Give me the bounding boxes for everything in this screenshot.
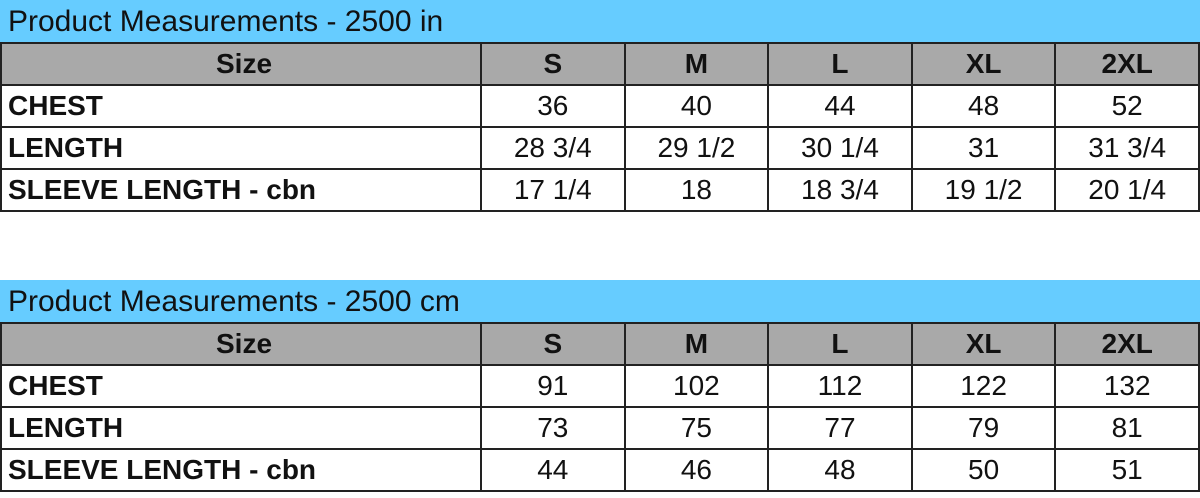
cell: 40: [623, 84, 770, 128]
cell: 52: [1054, 84, 1200, 128]
row-label: CHEST: [0, 364, 482, 408]
row-label: CHEST: [0, 84, 482, 128]
cell: XL: [910, 42, 1057, 86]
cell: 48: [910, 84, 1057, 128]
cell: 73: [480, 406, 626, 450]
row-label: LENGTH: [0, 126, 482, 170]
cell: 77: [767, 406, 913, 450]
header-row: Size S M L XL 2XL: [0, 42, 1200, 86]
table-row: CHEST 36 40 44 48 52: [0, 84, 1200, 128]
cell: 2XL: [1054, 42, 1200, 86]
row-label: Size: [0, 322, 482, 366]
cell: 18: [623, 168, 770, 212]
cell: 17 1/4: [480, 168, 626, 212]
cell: L: [767, 42, 913, 86]
table-row: SLEEVE LENGTH - cbn 44 46 48 50 51: [0, 448, 1200, 492]
cell: 51: [1054, 448, 1200, 492]
inches-table-block: Product Measurements - 2500 in Size S M L XL…: [0, 0, 1200, 212]
cm-table-block: Product Measurements - 2500 cm Size S M L XL…: [0, 280, 1200, 492]
cell: 28 3/4: [480, 126, 626, 170]
cell: S: [480, 322, 626, 366]
cell: 36: [480, 84, 626, 128]
table-title: Product Measurements - 2500 cm: [0, 280, 1200, 322]
cell: S: [480, 42, 626, 86]
cell: 91: [480, 364, 626, 408]
cell: 79: [910, 406, 1057, 450]
header-row: Size S M L XL 2XL: [0, 322, 1200, 366]
row-label: SLEEVE LENGTH - cbn: [0, 168, 482, 212]
cell: 44: [767, 84, 913, 128]
cell: M: [623, 322, 770, 366]
cell: L: [767, 322, 913, 366]
cell: 102: [623, 364, 770, 408]
cm-size-table: Size S M L XL 2XL CHEST 91 102 112 122 132 LENGTH 73 7…: [0, 322, 1200, 492]
cell: 31 3/4: [1054, 126, 1200, 170]
cell: 50: [910, 448, 1057, 492]
table-row: CHEST 91 102 112 122 132: [0, 364, 1200, 408]
cell: 2XL: [1054, 322, 1200, 366]
table-title: Product Measurements - 2500 in: [0, 0, 1200, 42]
cell: 31: [910, 126, 1057, 170]
cell: 48: [767, 448, 913, 492]
cell: 18 3/4: [767, 168, 913, 212]
cell: 19 1/2: [910, 168, 1057, 212]
cell: M: [623, 42, 770, 86]
cell: XL: [910, 322, 1057, 366]
cell: 81: [1054, 406, 1200, 450]
inches-size-table: Size S M L XL 2XL CHEST 36 40 44 48 52 LENGTH 28 3/4 2…: [0, 42, 1200, 212]
cell: 112: [767, 364, 913, 408]
cell: 20 1/4: [1054, 168, 1200, 212]
cell: 122: [910, 364, 1057, 408]
table-row: LENGTH 28 3/4 29 1/2 30 1/4 31 31 3/4: [0, 126, 1200, 170]
row-label: Size: [0, 42, 482, 86]
row-label: SLEEVE LENGTH - cbn: [0, 448, 482, 492]
cell: 46: [623, 448, 770, 492]
cell: 30 1/4: [767, 126, 913, 170]
table-row: LENGTH 73 75 77 79 81: [0, 406, 1200, 450]
cell: 44: [480, 448, 626, 492]
row-label: LENGTH: [0, 406, 482, 450]
cell: 75: [623, 406, 770, 450]
table-row: SLEEVE LENGTH - cbn 17 1/4 18 18 3/4 19 1/2 2…: [0, 168, 1200, 212]
cell: 29 1/2: [623, 126, 770, 170]
cell: 132: [1054, 364, 1200, 408]
